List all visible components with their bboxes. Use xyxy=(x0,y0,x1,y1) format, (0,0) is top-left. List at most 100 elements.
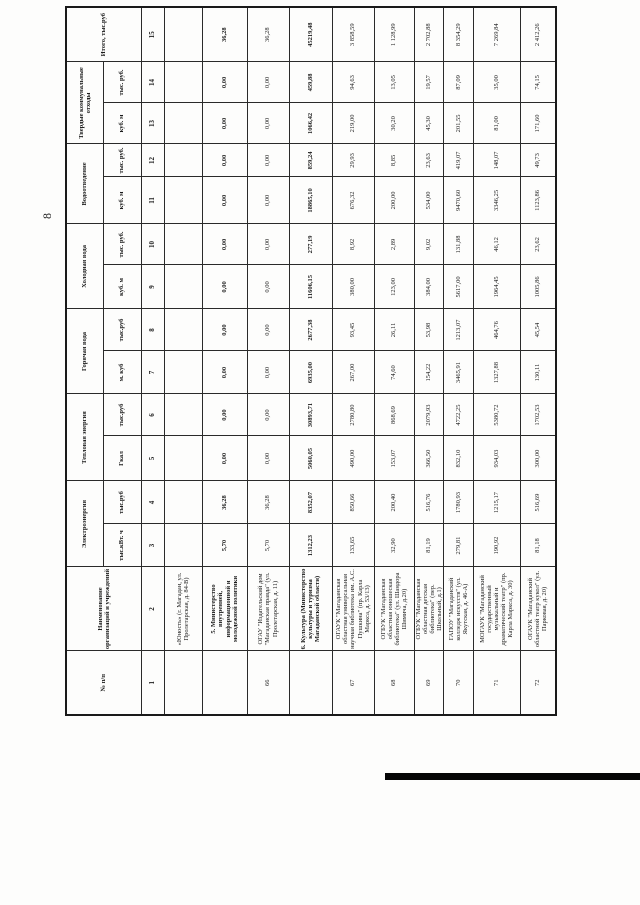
value-cell: 49,73 xyxy=(520,143,557,177)
table-row: 72 ОГАУК "Магаданский областной театр кук… xyxy=(520,6,557,715)
value-cell: 0,00 xyxy=(247,176,289,224)
value-cell: 45,54 xyxy=(520,308,557,351)
value-cell: 267,00 xyxy=(332,351,374,394)
table-row: 71 МОГАУК "Магаданский государственный му… xyxy=(473,6,521,715)
column-number-cell: 13 xyxy=(141,102,164,144)
value-cell: 1005,86 xyxy=(520,264,557,309)
column-number-cell: 5 xyxy=(141,436,164,481)
value-cell: 7 269,84 xyxy=(473,6,521,62)
value-cell: 0,00 xyxy=(247,143,289,177)
header-cell: Твердые коммунальные отходы xyxy=(66,61,103,144)
header-subcell: куб. м xyxy=(103,176,141,224)
value-cell: 9,02 xyxy=(414,223,444,265)
value-cell: 26,11 xyxy=(374,308,414,351)
value-cell: 1327,88 xyxy=(473,351,521,394)
header-cell: № п/п xyxy=(66,651,141,715)
value-cell: 277,19 xyxy=(289,223,332,265)
value-cell: 300,00 xyxy=(520,436,557,481)
value-cell xyxy=(164,436,202,481)
value-cell: 850,66 xyxy=(332,481,374,524)
table-header: № п/п Наименование организаций и учрежден… xyxy=(66,6,164,715)
column-number-cell: 10 xyxy=(141,223,164,265)
value-cell: 87,09 xyxy=(443,61,474,103)
value-cell: 131,88 xyxy=(443,223,474,265)
value-cell: 5617,00 xyxy=(443,264,474,309)
row-number-cell: 68 xyxy=(374,651,414,715)
value-cell: 5,70 xyxy=(247,524,289,567)
value-cell: 0,00 xyxy=(247,308,289,351)
value-cell: 0,00 xyxy=(202,223,247,265)
value-cell: 464,76 xyxy=(473,308,521,351)
value-cell: 6935,00 xyxy=(289,351,332,394)
value-cell: 81,19 xyxy=(414,524,444,567)
header-subcell: тыс. руб. xyxy=(103,223,141,265)
row-number-cell: 70 xyxy=(443,651,474,715)
org-name-cell: ГАПОУ "Магаданский колледж искусств" (ул… xyxy=(443,567,474,651)
value-cell: 53,98 xyxy=(414,308,444,351)
value-cell: 94,63 xyxy=(332,61,374,103)
value-cell xyxy=(164,176,202,224)
value-cell: 0,00 xyxy=(247,394,289,436)
header-subcell: тыс.руб xyxy=(103,308,141,351)
column-number-cell: 6 xyxy=(141,394,164,436)
value-cell: 32,90 xyxy=(374,524,414,567)
value-cell: 190,92 xyxy=(473,524,521,567)
org-name-cell: «Юность» (г. Магадан, ул. Пролетарская, … xyxy=(164,567,202,651)
value-cell xyxy=(164,351,202,394)
value-cell: 133,65 xyxy=(332,524,374,567)
value-cell: 279,81 xyxy=(443,524,474,567)
value-cell: 0,00 xyxy=(202,143,247,177)
value-cell: 0,00 xyxy=(247,264,289,309)
org-name-cell: МОГАУК "Магаданский государственный музы… xyxy=(473,567,521,651)
value-cell: 148,07 xyxy=(473,143,521,177)
value-cell: 419,07 xyxy=(443,143,474,177)
value-cell: 1 128,99 xyxy=(374,6,414,62)
value-cell: 36,28 xyxy=(247,6,289,62)
table-body: «Юность» (г. Магадан, ул. Пролетарская, … xyxy=(164,6,557,715)
header-cell: Холодная вода xyxy=(66,223,103,309)
header-subcell: тыс. руб. xyxy=(103,143,141,177)
column-number-cell: 11 xyxy=(141,176,164,224)
value-cell: 30,20 xyxy=(374,102,414,144)
value-cell xyxy=(164,223,202,265)
value-cell: 0,00 xyxy=(202,61,247,103)
value-cell: 2079,93 xyxy=(414,394,444,436)
header-cell: Тепловая энергия xyxy=(66,394,103,481)
value-cell: 0,00 xyxy=(202,176,247,224)
column-number-cell: 7 xyxy=(141,351,164,394)
value-cell: 29,93 xyxy=(332,143,374,177)
header-cell: Наименование организаций и учреждений xyxy=(66,567,141,651)
table-row: 6. Культура (Министерство культуры и тур… xyxy=(289,6,332,715)
value-cell xyxy=(164,143,202,177)
value-cell: 0,00 xyxy=(247,61,289,103)
value-cell: 1213,07 xyxy=(443,308,474,351)
value-cell: 3 858,59 xyxy=(332,6,374,62)
value-cell: 0,00 xyxy=(247,351,289,394)
value-cell: 2 702,88 xyxy=(414,6,444,62)
value-cell: 1312,23 xyxy=(289,524,332,567)
table-row: 69 ОГБУК "Магаданская областная детская б… xyxy=(414,6,444,715)
value-cell: 153,07 xyxy=(374,436,414,481)
value-cell: 459,88 xyxy=(289,61,332,103)
header-cell: Горячая вода xyxy=(66,308,103,394)
column-number-cell: 15 xyxy=(141,6,164,62)
row-number-cell: 72 xyxy=(520,651,557,715)
value-cell: 19,57 xyxy=(414,61,444,103)
value-cell: 81,00 xyxy=(473,102,521,144)
column-number-cell: 8 xyxy=(141,308,164,351)
header-subcell: куб. м xyxy=(103,264,141,309)
value-cell: 366,50 xyxy=(414,436,444,481)
row-number-cell xyxy=(164,651,202,715)
value-cell: 3346,25 xyxy=(473,176,521,224)
row-number-cell xyxy=(289,651,332,715)
header-cell: Итого, тыс.руб xyxy=(66,6,141,62)
value-cell: 0,00 xyxy=(202,394,247,436)
value-cell: 171,60 xyxy=(520,102,557,144)
value-cell: 534,00 xyxy=(414,176,444,224)
value-cell: 36,28 xyxy=(202,6,247,62)
value-cell: 36,28 xyxy=(247,481,289,524)
value-cell: 0,00 xyxy=(202,102,247,144)
org-name-cell: ОГБУК "Магаданская областная детская биб… xyxy=(414,567,444,651)
value-cell: 46,12 xyxy=(473,223,521,265)
column-number-cell: 14 xyxy=(141,61,164,103)
